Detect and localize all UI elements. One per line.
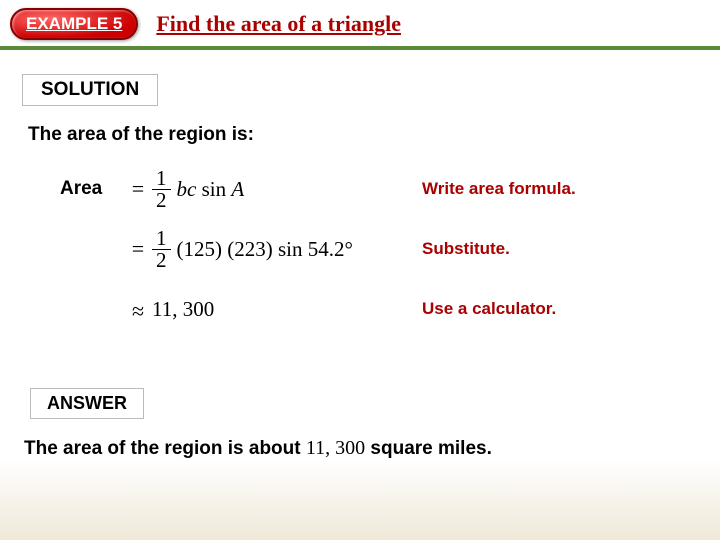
fraction: 1 2 (152, 228, 171, 271)
row-label: Area (60, 178, 124, 200)
expr-rest: (125) (223) sin 54.2° (177, 237, 353, 262)
answer-label: ANSWER (47, 393, 127, 413)
row-op: = (124, 236, 152, 262)
frac-den: 2 (152, 190, 171, 211)
row-note: Use a calculator. (422, 299, 556, 319)
solution-label: SOLUTION (41, 79, 139, 100)
fraction: 1 2 (152, 168, 171, 211)
intro-text: The area of the region is: (28, 124, 720, 146)
frac-num: 1 (152, 228, 171, 250)
row-op: ~~ (124, 296, 152, 322)
answer-box: ANSWER (30, 388, 144, 419)
work-row: = 1 2 (125) (223) sin 54.2° Substitute. (60, 228, 720, 270)
expr-rest: bc sin A (177, 177, 245, 202)
work-row: Area = 1 2 bc sin A Write area formula. (60, 168, 720, 210)
page-title: Find the area of a triangle (156, 11, 401, 37)
answer-text: The area of the region is about 11, 300 … (24, 437, 720, 460)
header: EXAMPLE 5 Find the area of a triangle (0, 0, 720, 50)
row-expr: 1 2 (125) (223) sin 54.2° (152, 228, 422, 271)
row-op: = (124, 176, 152, 202)
answer-prefix: The area of the region is about (24, 438, 306, 459)
solution-box: SOLUTION (22, 74, 158, 106)
frac-num: 1 (152, 168, 171, 190)
work-row: ~~ 11, 300 Use a calculator. (60, 288, 720, 330)
work-area: Area = 1 2 bc sin A Write area formula. … (60, 168, 720, 330)
row-note: Substitute. (422, 239, 510, 259)
row-expr: 1 2 bc sin A (152, 168, 422, 211)
badge-text: EXAMPLE 5 (26, 14, 122, 33)
frac-den: 2 (152, 250, 171, 271)
row-note: Write area formula. (422, 179, 576, 199)
expr-rest: 11, 300 (152, 297, 214, 322)
example-badge: EXAMPLE 5 (10, 8, 138, 40)
answer-suffix: square miles. (365, 438, 492, 459)
row-expr: 11, 300 (152, 297, 422, 322)
answer-value: 11, 300 (306, 437, 365, 459)
